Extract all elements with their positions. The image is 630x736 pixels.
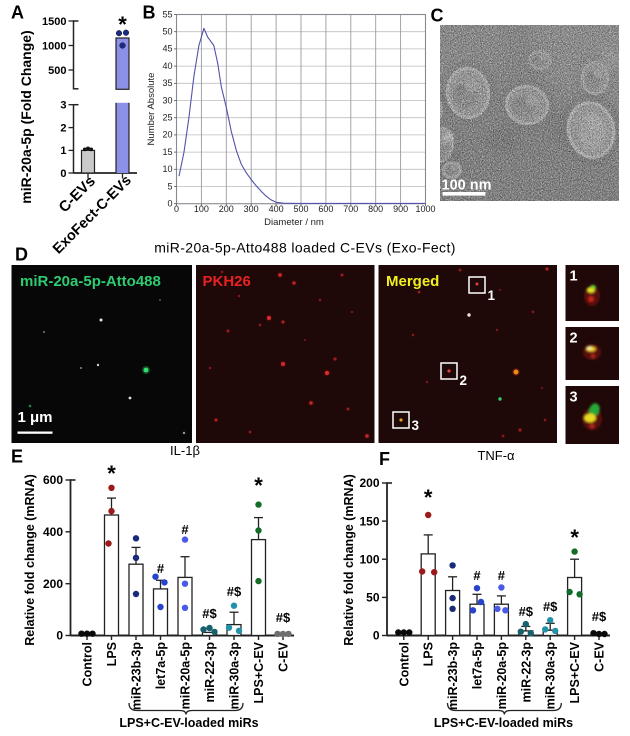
svg-text:A: A: [11, 3, 24, 23]
svg-text:10: 10: [162, 164, 172, 174]
svg-text:200: 200: [359, 476, 379, 490]
svg-text:#$: #$: [592, 609, 607, 624]
svg-text:300: 300: [244, 204, 259, 214]
svg-text:B: B: [143, 3, 156, 23]
svg-text:1: 1: [570, 269, 578, 285]
svg-text:3: 3: [60, 100, 66, 112]
svg-text:miR-23b-3p: miR-23b-3p: [446, 642, 460, 710]
svg-text:Number Absolute: Number Absolute: [146, 73, 157, 146]
svg-text:miR-30a-3p: miR-30a-3p: [544, 642, 558, 710]
svg-text:1: 1: [488, 288, 496, 303]
svg-text:40: 40: [162, 61, 172, 71]
svg-text:55: 55: [162, 9, 172, 19]
svg-text:#: #: [181, 522, 189, 537]
svg-text:C: C: [431, 6, 444, 26]
svg-text:500: 500: [293, 204, 308, 214]
svg-text:1000: 1000: [42, 40, 66, 52]
svg-text:#: #: [473, 568, 481, 583]
svg-text:3: 3: [412, 418, 420, 433]
svg-text:Diameter / nm: Diameter / nm: [264, 217, 324, 228]
svg-text:400: 400: [269, 204, 284, 214]
svg-text:Control: Control: [397, 642, 411, 686]
svg-text:LPS: LPS: [422, 642, 436, 666]
svg-text:1000: 1000: [415, 204, 435, 214]
svg-text:C-EV: C-EV: [277, 641, 291, 672]
svg-text:5: 5: [167, 181, 172, 191]
svg-text:Relative fold change (mRNA): Relative fold change (mRNA): [342, 474, 356, 646]
svg-text:30: 30: [162, 95, 172, 105]
svg-text:miR-22-3p: miR-22-3p: [519, 642, 533, 703]
svg-text:Merged: Merged: [386, 273, 439, 290]
svg-text:miR-20a-5p (Fold Change): miR-20a-5p (Fold Change): [18, 30, 34, 203]
svg-text:C-EV: C-EV: [593, 641, 607, 672]
svg-text:LPS+C-EV: LPS+C-EV: [568, 641, 582, 703]
svg-text:200: 200: [219, 204, 234, 214]
svg-text:200: 200: [43, 577, 63, 591]
svg-text:3: 3: [570, 390, 578, 406]
svg-text:0: 0: [56, 629, 63, 643]
svg-text:1 μm: 1 μm: [18, 409, 53, 426]
svg-text:LPS+C-EV-loaded miRs: LPS+C-EV-loaded miRs: [434, 716, 573, 730]
svg-text:let7a-5p: let7a-5p: [154, 642, 168, 690]
svg-text:Relative fold change (mRNA): Relative fold change (mRNA): [23, 474, 37, 646]
svg-text:400: 400: [43, 525, 63, 539]
svg-text:0: 0: [174, 204, 179, 214]
svg-text:LPS: LPS: [105, 642, 119, 666]
svg-text:50: 50: [366, 591, 380, 605]
svg-text:1: 1: [60, 145, 66, 157]
svg-text:35: 35: [162, 78, 172, 88]
svg-text:#: #: [498, 568, 506, 583]
svg-text:600: 600: [318, 204, 333, 214]
svg-text:miR-20a-5p-Atto488: miR-20a-5p-Atto488: [20, 273, 161, 290]
svg-text:*: *: [107, 461, 116, 486]
svg-text:PKH26: PKH26: [203, 273, 251, 290]
svg-text:0: 0: [60, 168, 66, 180]
svg-text:50: 50: [162, 27, 172, 37]
svg-text:0: 0: [373, 629, 380, 643]
svg-text:1500: 1500: [42, 16, 66, 28]
svg-text:TNF-α: TNF-α: [477, 448, 515, 463]
svg-text:15: 15: [162, 147, 172, 157]
svg-text:*: *: [424, 485, 433, 510]
svg-text:100: 100: [194, 204, 209, 214]
svg-text:let7a-5p: let7a-5p: [471, 642, 485, 690]
svg-text:IL-1β: IL-1β: [170, 443, 200, 458]
svg-text:2: 2: [60, 122, 66, 134]
svg-text:miR-23b-3p: miR-23b-3p: [130, 642, 144, 710]
svg-text:miR-20a-5p-Atto488 loaded C-EV: miR-20a-5p-Atto488 loaded C-EVs (Exo-Fec…: [154, 240, 456, 256]
svg-text:miR-20a-5p: miR-20a-5p: [179, 642, 193, 710]
svg-text:150: 150: [359, 514, 379, 528]
svg-text:45: 45: [162, 44, 172, 54]
svg-text:#: #: [157, 561, 165, 576]
svg-text:#$: #$: [227, 584, 242, 599]
svg-text:900: 900: [393, 204, 408, 214]
svg-text:F: F: [379, 449, 390, 469]
svg-text:LPS+C-EV: LPS+C-EV: [252, 641, 266, 703]
svg-text:600: 600: [43, 473, 63, 487]
svg-text:E: E: [11, 447, 23, 467]
svg-text:*: *: [570, 525, 579, 550]
svg-text:miR-20a-5p: miR-20a-5p: [495, 642, 509, 710]
svg-text:25: 25: [162, 113, 172, 123]
svg-text:miR-30a-3p: miR-30a-3p: [228, 642, 242, 710]
svg-text:#$: #$: [276, 610, 291, 625]
svg-text:20: 20: [162, 130, 172, 140]
svg-text:700: 700: [343, 204, 358, 214]
svg-text:Control: Control: [81, 642, 95, 686]
svg-text:#$: #$: [519, 604, 534, 619]
svg-text:*: *: [254, 473, 263, 498]
svg-text:100: 100: [359, 553, 379, 567]
svg-text:100 nm: 100 nm: [442, 178, 492, 194]
svg-text:0: 0: [167, 199, 172, 209]
svg-text:D: D: [15, 245, 28, 265]
svg-text:LPS+C-EV-loaded miRs: LPS+C-EV-loaded miRs: [119, 716, 258, 730]
svg-text:miR-22-3p: miR-22-3p: [203, 642, 217, 703]
svg-text:800: 800: [368, 204, 383, 214]
svg-text:*: *: [118, 12, 127, 37]
svg-text:500: 500: [48, 65, 66, 77]
svg-text:2: 2: [460, 373, 468, 388]
svg-text:#$: #$: [543, 599, 558, 614]
svg-text:2: 2: [570, 331, 578, 347]
svg-text:#$: #$: [202, 606, 217, 621]
